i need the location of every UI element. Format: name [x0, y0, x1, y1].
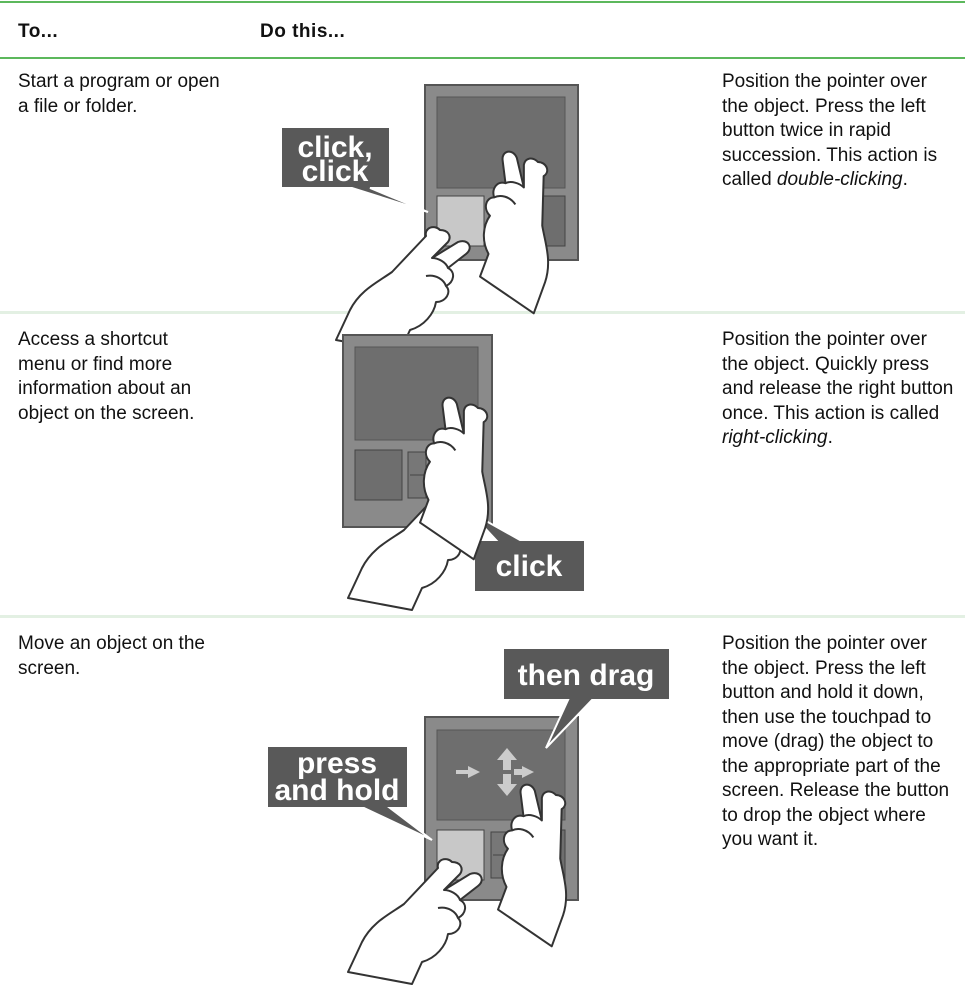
term: double-clicking — [776, 169, 903, 190]
text: Position the pointer over the object. Qu… — [722, 329, 954, 424]
callout-text: click — [302, 155, 369, 188]
header-rule — [0, 57, 965, 59]
callout-text: and hold — [275, 774, 400, 807]
description: Position the pointer over the object. Pr… — [722, 70, 954, 193]
text: Position the pointer over the object. Pr… — [722, 633, 950, 850]
callout-text: press — [297, 747, 377, 780]
callout-box — [469, 511, 586, 593]
row-rule — [0, 311, 965, 314]
task: Move an object on the screen. — [18, 633, 205, 679]
top-rule — [0, 1, 965, 3]
callout-text: then drag — [518, 659, 655, 692]
callout-box — [502, 647, 671, 749]
term: right-clicking — [722, 427, 828, 448]
description: Position the pointer over the object. Pr… — [722, 632, 954, 853]
text: . — [902, 169, 908, 190]
description: Position the pointer over the object. Qu… — [722, 328, 954, 451]
row-rule — [0, 615, 965, 618]
task: Start a program or open a file or folder… — [18, 71, 220, 117]
task: Access a shortcut menu or find more info… — [18, 329, 195, 424]
header-cell: Do this... — [260, 21, 346, 42]
header-cell: To... — [18, 21, 59, 42]
callout-text: click — [496, 550, 563, 583]
callout-text: click, — [297, 131, 372, 164]
text: Position the pointer over the object. Pr… — [722, 71, 938, 190]
callout-box — [266, 745, 433, 841]
callout-box — [280, 126, 429, 213]
text: . — [827, 427, 833, 448]
